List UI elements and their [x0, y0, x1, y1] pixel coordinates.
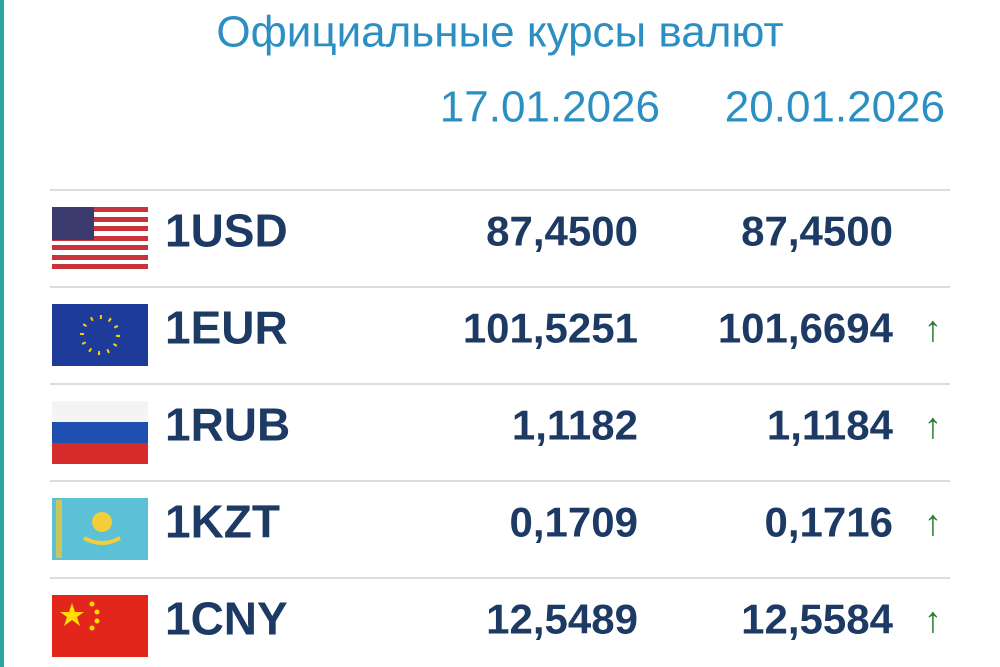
- rate: 0,1716: [765, 499, 893, 546]
- trend-arrow: ↑: [924, 308, 942, 349]
- trend-arrow: ↑: [924, 599, 942, 640]
- rate: 87,4500: [486, 208, 638, 255]
- trend-arrow: ↑: [924, 405, 942, 446]
- flag-usa: [52, 207, 148, 269]
- title: Официальные курсы валют: [216, 8, 783, 57]
- column-date: 20.01.2026: [725, 83, 945, 132]
- trend-arrow: ↑: [924, 502, 942, 543]
- flags: [52, 207, 148, 657]
- column-date: 17.01.2026: [440, 83, 660, 132]
- currency: 1EUR: [165, 302, 288, 354]
- rate: 1,1182: [512, 402, 638, 449]
- rate: 87,4500: [741, 208, 893, 255]
- left-border: [0, 0, 4, 667]
- flag-russia: [52, 401, 148, 464]
- rate: 101,6694: [718, 305, 894, 352]
- rate: 12,5584: [741, 596, 893, 643]
- rate: 12,5489: [486, 596, 638, 643]
- rate: 1,1184: [767, 402, 894, 449]
- flag-kazakhstan: [52, 498, 148, 560]
- flag-eu: [52, 304, 148, 366]
- currency: 1CNY: [165, 593, 288, 645]
- currency: 1USD: [165, 205, 288, 257]
- rate: 101,5251: [463, 305, 638, 352]
- rate: 0,1709: [510, 499, 638, 546]
- flag-china: [52, 595, 148, 657]
- currency: 1KZT: [165, 496, 280, 548]
- currency: 1RUB: [165, 399, 290, 451]
